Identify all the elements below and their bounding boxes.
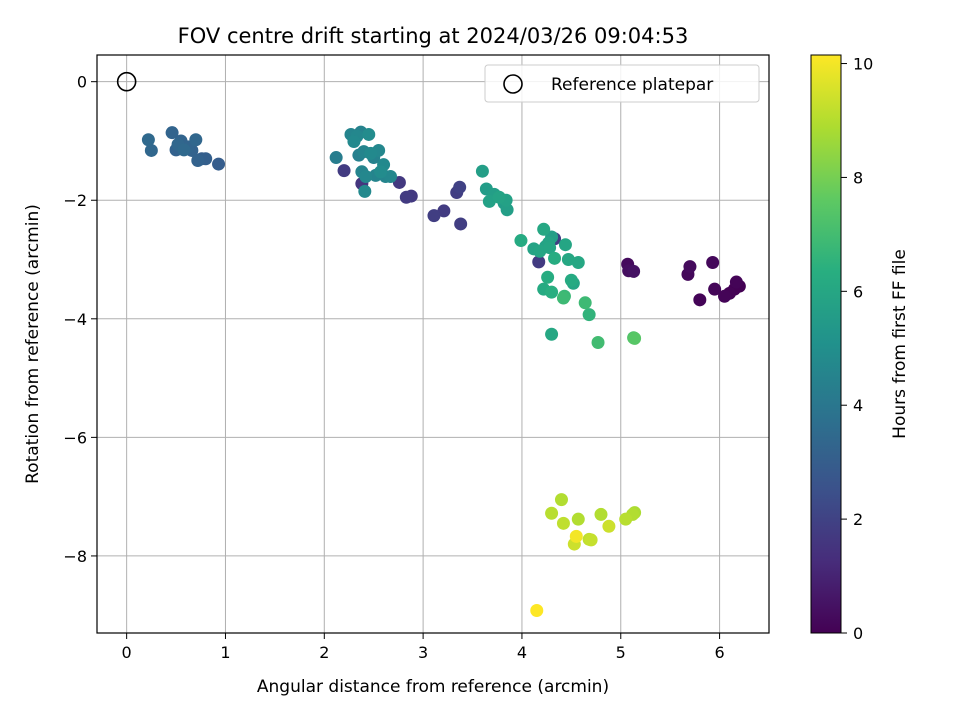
plot-background xyxy=(97,55,769,633)
data-point xyxy=(569,529,583,543)
data-point xyxy=(144,143,158,157)
data-point xyxy=(564,273,578,287)
legend-box xyxy=(484,64,760,103)
data-point xyxy=(545,285,559,299)
colorbar-tick-label: 0 xyxy=(853,624,863,643)
data-point xyxy=(514,234,528,248)
legend-entry-reference-platepar: Reference platepar xyxy=(551,75,713,95)
data-point xyxy=(541,270,555,284)
x-axis-label: Angular distance from reference (arcmin) xyxy=(257,677,609,697)
legend-reference-marker xyxy=(503,74,523,94)
data-point xyxy=(591,336,605,350)
data-point xyxy=(374,165,388,179)
data-point xyxy=(602,519,616,533)
x-tick-label: 5 xyxy=(616,643,626,662)
data-point xyxy=(584,533,598,547)
data-point xyxy=(454,217,468,231)
data-point xyxy=(500,203,514,217)
data-point xyxy=(627,264,641,278)
data-point xyxy=(362,127,376,141)
y-tick-label: −8 xyxy=(63,547,87,566)
data-point xyxy=(708,282,722,296)
data-point xyxy=(337,164,351,178)
data-point xyxy=(582,308,596,322)
data-point xyxy=(212,157,226,171)
x-axis-ticks: 0 1 2 3 4 5 6 xyxy=(122,633,725,662)
data-point xyxy=(532,255,546,269)
data-point xyxy=(364,146,378,160)
data-point xyxy=(619,512,633,526)
reference-platepar-marker xyxy=(116,71,137,92)
colorbar-label: Hours from first FF file xyxy=(890,249,910,439)
data-point xyxy=(177,143,191,157)
data-point xyxy=(571,255,585,269)
colorbar-tick-label: 8 xyxy=(853,168,863,187)
data-point xyxy=(718,289,732,303)
data-point xyxy=(683,260,697,274)
data-point xyxy=(475,164,489,178)
x-tick-label: 6 xyxy=(714,643,724,662)
data-point xyxy=(556,291,570,305)
scatter-points xyxy=(141,125,746,617)
colorbar-tick-label: 6 xyxy=(853,282,863,301)
plot-frame xyxy=(96,54,770,634)
data-point xyxy=(594,507,608,521)
x-tick-label: 1 xyxy=(220,643,230,662)
chart-title: FOV centre drift starting at 2024/03/26 … xyxy=(178,24,689,48)
y-axis-ticks: 0 −2 −4 −6 −8 xyxy=(63,73,97,566)
data-point xyxy=(558,238,572,252)
legend: Reference platepar xyxy=(484,64,760,103)
data-point xyxy=(189,133,203,147)
x-tick-label: 4 xyxy=(517,643,527,662)
data-point xyxy=(492,190,506,204)
data-point xyxy=(578,296,592,310)
data-point xyxy=(437,204,451,218)
data-point xyxy=(530,603,544,617)
y-tick-label: 0 xyxy=(77,73,87,92)
data-point xyxy=(628,331,642,345)
colorbar-tick-label: 10 xyxy=(853,55,873,74)
colorbar-gradient xyxy=(810,54,842,634)
data-point xyxy=(556,516,570,530)
x-tick-label: 0 xyxy=(122,643,132,662)
data-point xyxy=(706,255,720,269)
data-point xyxy=(554,493,568,507)
colorbar-tick-label: 2 xyxy=(853,510,863,529)
x-tick-label: 2 xyxy=(319,643,329,662)
y-tick-label: −6 xyxy=(63,428,87,447)
colorbar: 0 2 4 6 8 10 Hours from first FF file xyxy=(810,54,910,643)
data-point xyxy=(165,126,179,140)
data-point xyxy=(359,170,373,184)
y-tick-label: −2 xyxy=(63,191,87,210)
data-point xyxy=(358,184,372,198)
y-axis-label: Rotation from reference (arcmin) xyxy=(23,204,43,484)
x-tick-label: 3 xyxy=(418,643,428,662)
data-point xyxy=(347,135,361,149)
data-point xyxy=(533,244,547,258)
colorbar-tick-label: 4 xyxy=(853,396,863,415)
data-point xyxy=(561,253,575,267)
data-point xyxy=(693,293,707,307)
data-point xyxy=(543,241,557,255)
data-point xyxy=(384,170,398,184)
data-point xyxy=(399,190,413,204)
data-point xyxy=(571,512,585,526)
data-point xyxy=(141,133,155,147)
data-point xyxy=(427,209,441,223)
data-point xyxy=(545,506,559,520)
plot-area: 0 1 2 3 4 5 6 0 −2 −4 −6 −8 xyxy=(63,54,770,662)
grid-lines xyxy=(97,55,769,633)
data-point xyxy=(329,151,343,165)
data-point xyxy=(548,251,562,265)
data-point xyxy=(545,327,559,341)
colorbar-ticks: 0 2 4 6 8 10 xyxy=(841,55,873,643)
data-point xyxy=(537,222,551,236)
y-tick-label: −4 xyxy=(63,310,87,329)
data-point xyxy=(729,275,743,289)
data-point xyxy=(191,154,205,168)
data-point xyxy=(453,180,467,194)
data-point xyxy=(482,194,496,208)
